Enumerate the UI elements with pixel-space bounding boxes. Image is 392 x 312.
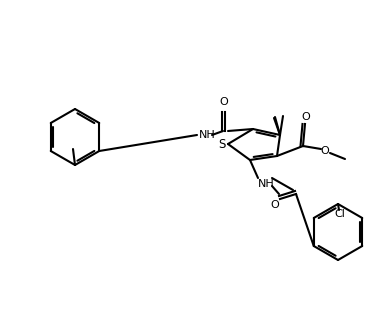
Text: O: O: [270, 200, 279, 210]
Text: O: O: [321, 146, 329, 156]
Text: Cl: Cl: [334, 209, 345, 219]
Text: NH: NH: [199, 130, 215, 140]
Text: O: O: [220, 97, 229, 107]
Text: S: S: [218, 138, 226, 150]
Text: NH: NH: [258, 179, 274, 189]
Text: O: O: [301, 112, 310, 122]
